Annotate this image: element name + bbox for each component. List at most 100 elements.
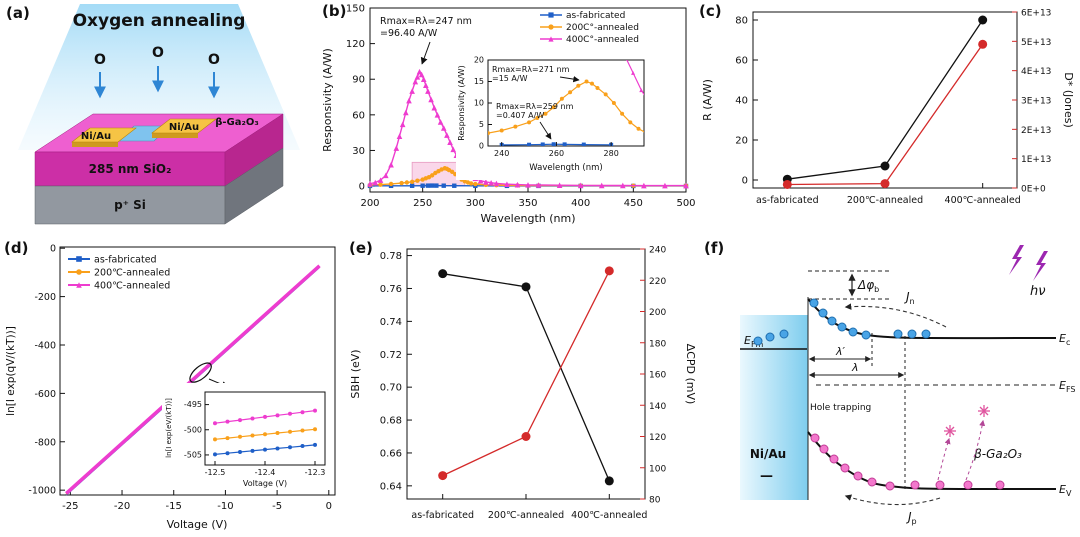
data-point [504,181,510,187]
inset-frame [204,391,326,466]
data-point [414,74,421,80]
panel-c: 0 20 40 60 80 0E+0 1E+13 2E+13 3E+13 4E+13 5E+13 6E… [695,0,1080,237]
tick-label: 90 [352,75,365,86]
data-point [300,444,305,449]
data-point [225,436,230,441]
inset-y-axis-label: Responsivity (A/W) [457,65,466,140]
data-point [238,450,242,455]
tick-label: -12.5 [205,468,226,477]
data-point [420,183,425,188]
hole-dot [910,480,920,490]
tick-label: 20 [474,56,484,65]
data-point [76,269,82,275]
data-point [880,161,890,171]
plot-dynamic-layer: -25 -20 -15 -10 -5 00-200-400-600-800-1000as-… [28,244,332,512]
data-point [556,182,563,189]
data-point [683,182,689,189]
tick-label: 5 [479,120,484,129]
tick-label: 220 [649,277,666,287]
data-point [559,96,564,101]
hole-dot [810,433,820,443]
oxide-label: 285 nm SiO₂ [89,162,172,176]
electron-dot [848,327,858,337]
data-point [431,104,438,111]
data-point [429,183,435,188]
right-axis-label: ΔCPD (mV) [684,344,697,405]
panel-f-svg: Δφb hν Jn λ′ λ Ec EFS EV EFm Hole trappi… [704,239,1076,526]
data-point [468,181,474,186]
data-point [263,414,267,419]
data-point [383,172,389,179]
electron-dot [921,329,931,339]
tick-label: 0 [50,244,56,255]
panel-a: Oxygen annealing O O O Ni/Au Ni/Au β-Ga₂… [0,0,318,237]
tick-label: 60 [352,110,365,121]
data-point [521,282,531,292]
photon-label: hν [1030,284,1046,299]
data-point [428,96,434,103]
data-point [225,451,230,456]
data-point [213,437,217,442]
tick-label: 0.74 [380,317,402,328]
data-point [562,142,567,146]
data-point [540,142,545,146]
conduction-band [807,298,1057,340]
tick-label: 500 [676,198,695,209]
data-point [238,434,242,439]
data-point [535,116,540,121]
tick-label: 4E+13 [1021,67,1051,77]
tick-label: 140 [649,402,666,412]
data-point [263,447,267,452]
panel-e-svg: 0.64 0.66 0.68 0.70 0.72 0.74 0.76 0.78 80 100 120… [349,239,697,522]
inset-annotation-arrow-icon [539,121,552,140]
panel-a-svg: Oxygen annealing O O O Ni/Au Ni/Au β-Ga₂… [6,4,300,225]
tick-label: 0 [742,176,748,187]
data-point [300,428,305,433]
data-point [434,183,439,188]
tick-label: -1000 [28,486,56,497]
electrode-left [71,127,137,143]
data-point [388,161,394,168]
legend-label: as-fabricated [566,11,625,21]
data-point [595,85,600,90]
hole-dot [935,480,945,490]
tick-label: 280 [604,149,619,158]
data-point [377,177,384,183]
tick-label: 0E+0 [1021,185,1046,195]
series-line [65,264,321,495]
data-point [76,282,82,288]
tick-label: 200 [360,198,379,209]
data-point [275,413,280,418]
tick-label: 400 [571,198,590,209]
data-point [548,24,554,30]
data-point [393,145,400,151]
data-point [404,180,410,185]
data-point [388,181,394,187]
data-point [620,111,625,116]
hole-dot [885,481,895,491]
hole-dots [810,433,1005,491]
inset-annotation-259: Rmax=Rλ=259 nm [496,102,574,111]
panel-a-title: Oxygen annealing [73,11,246,31]
data-point [631,70,636,75]
legend-label: 400℃-annealed [94,281,170,292]
tick-label: 120 [649,433,666,443]
data-point [880,179,890,189]
inset: 240 260 280 0 5 10 15 20 Responsivity (A/W) Wav… [456,50,652,180]
tick-label: 80 [649,496,661,506]
lambda-label: λ [851,361,859,374]
data-point [450,146,457,153]
data-point [225,419,230,424]
data-point [425,183,431,188]
tick-label: -495 [184,400,202,409]
trap-state-icon [944,425,956,437]
data-point [628,120,633,125]
data-point [409,179,415,184]
inset-x-axis-label: Wavelength (nm) [529,163,602,173]
data-point [576,83,581,88]
data-point [620,182,626,189]
data-point [488,131,490,136]
plot-dynamic-layer: 0.64 0.66 0.68 0.70 0.72 0.74 0.76 0.78 80 100 120… [380,246,667,522]
data-point [288,445,292,450]
data-point [514,181,521,188]
